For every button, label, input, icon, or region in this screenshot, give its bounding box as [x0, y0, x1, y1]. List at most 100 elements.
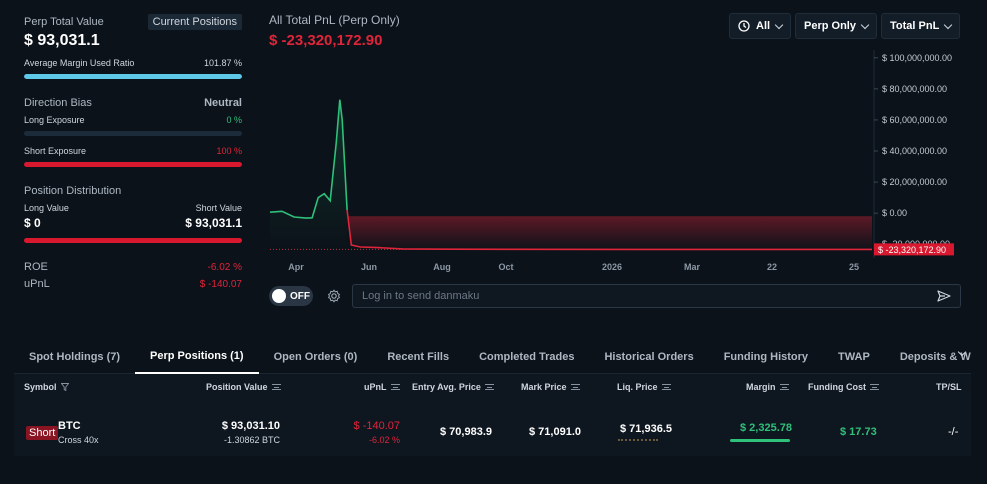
col-upnl-label: uPnL: [364, 382, 387, 392]
clock-icon: [738, 20, 750, 32]
side-badge: Short: [26, 426, 59, 440]
toggle-knob: [272, 289, 286, 303]
y-tick-label: $ 100,000,000.00: [882, 53, 952, 63]
col-mark-price[interactable]: Mark Price: [521, 382, 580, 392]
send-icon[interactable]: [937, 290, 951, 302]
x-tick-label: Jun: [361, 262, 377, 272]
chevron-down-icon: [860, 20, 870, 29]
y-tick-label: $ 40,000,000.00: [882, 146, 947, 156]
sort-icon[interactable]: [870, 384, 879, 390]
time-filter-dropdown[interactable]: All: [729, 13, 792, 39]
long-exposure-value: 0 %: [226, 115, 242, 125]
tab-deposits-withdraw[interactable]: Deposits & Withdraw: [899, 350, 971, 363]
row-position-size: -1.30862 BTC: [223, 435, 280, 445]
metric-filter-dropdown[interactable]: Total PnL: [881, 13, 961, 39]
current-value-tag: [874, 243, 954, 256]
position-distribution-label: Position Distribution: [24, 185, 122, 197]
col-entry-label: Entry Avg. Price: [412, 382, 481, 392]
x-tick-label: Apr: [288, 262, 304, 272]
pnl-line-negative: [346, 209, 872, 251]
sort-icon[interactable]: [271, 384, 281, 390]
direction-bias-label: Direction Bias: [24, 97, 92, 109]
col-margin-label: Margin: [746, 382, 776, 392]
toggle-label: OFF: [290, 290, 310, 302]
gear-icon[interactable]: [327, 289, 341, 303]
loss-area-fill: [347, 210, 873, 250]
tab-completed-trades[interactable]: Completed Trades: [479, 350, 575, 363]
roe-value: -6.02 %: [207, 261, 242, 273]
positions-table: Symbol Position Value uPnL Entry Avg. Pr…: [14, 374, 971, 456]
y-tick-label: $ 80,000,000.00: [882, 84, 947, 94]
col-funding-cost[interactable]: Funding Cost: [808, 382, 879, 392]
col-margin[interactable]: Margin: [746, 382, 789, 392]
chevron-down-icon: [944, 20, 953, 29]
col-liq-label: Liq. Price: [617, 382, 658, 392]
sort-icon[interactable]: [661, 384, 671, 390]
x-tick-label: Mar: [684, 262, 701, 272]
perp-total-value: $ 93,031.1: [24, 32, 100, 49]
danmaku-input[interactable]: [362, 290, 937, 302]
col-symbol-label: Symbol: [24, 382, 57, 392]
positions-tabs: Spot Holdings (7) Perp Positions (1) Ope…: [14, 340, 971, 374]
y-tick-label: $ 20,000,000.00: [882, 177, 947, 187]
long-value: $ 0: [24, 216, 41, 230]
col-tpsl: TP/SL: [936, 382, 962, 392]
tab-spot-holdings[interactable]: Spot Holdings (7): [29, 350, 121, 363]
tab-historical-orders[interactable]: Historical Orders: [604, 350, 694, 363]
sort-icon[interactable]: [484, 384, 494, 390]
long-exposure-label: Long Exposure: [24, 115, 85, 125]
x-tick-label: 2026: [602, 262, 622, 272]
chart-total-value: $ -23,320,172.90: [269, 32, 383, 49]
x-tick-label: 25: [849, 262, 859, 272]
long-exposure-bar: [24, 131, 242, 136]
x-tick-label: 22: [767, 262, 777, 272]
row-position-value: $ 93,031.10: [221, 420, 280, 432]
col-symbol[interactable]: Symbol: [24, 382, 69, 392]
row-mark-price: $ 71,091.0: [529, 426, 581, 438]
pnl-line-positive: [269, 99, 348, 219]
tab-funding-history[interactable]: Funding History: [723, 350, 809, 363]
col-entry-price[interactable]: Entry Avg. Price: [412, 382, 494, 392]
sort-icon[interactable]: [779, 384, 789, 390]
row-symbol[interactable]: BTC: [58, 420, 81, 432]
col-liq-price[interactable]: Liq. Price: [617, 382, 671, 392]
roe-label: ROE: [24, 261, 48, 273]
margin-ratio-label: Average Margin Used Ratio: [24, 58, 135, 68]
chevron-down-icon: [774, 20, 784, 29]
row-tpsl[interactable]: -/-: [948, 426, 959, 438]
row-upnl: $ -140.07: [353, 420, 400, 432]
position-distribution-bar: [24, 238, 242, 243]
time-filter-label: All: [756, 20, 771, 32]
tab-open-orders[interactable]: Open Orders (0): [273, 350, 358, 363]
danmaku-toggle[interactable]: OFF: [269, 286, 313, 306]
x-tick-label: Oct: [498, 262, 513, 272]
long-value-label: Long Value: [24, 203, 69, 213]
row-margin[interactable]: $ 2,325.78: [740, 422, 792, 434]
col-funding-label: Funding Cost: [808, 382, 866, 392]
funnel-icon[interactable]: [60, 383, 69, 391]
direction-bias-value: Neutral: [204, 97, 242, 109]
tab-twap[interactable]: TWAP: [838, 350, 870, 363]
danmaku-input-box: [352, 284, 961, 308]
sort-icon[interactable]: [390, 384, 400, 390]
row-upnl-pct: -6.02 %: [368, 435, 400, 445]
sort-icon[interactable]: [570, 384, 580, 390]
tab-perp-positions[interactable]: Perp Positions (1): [135, 340, 259, 374]
metric-filter-label: Total PnL: [890, 20, 940, 32]
scope-filter-dropdown[interactable]: Perp Only: [795, 13, 877, 39]
margin-ratio-bar: [24, 74, 242, 79]
short-value: $ 93,031.1: [185, 216, 242, 230]
y-tick-label: $ 60,000,000.00: [882, 115, 947, 125]
row-leverage: Cross 40x: [58, 435, 99, 445]
tab-recent-fills[interactable]: Recent Fills: [387, 350, 450, 363]
chart-title: All Total PnL (Perp Only): [269, 13, 400, 27]
margin-ratio-fill: [24, 74, 242, 79]
col-mark-label: Mark Price: [521, 382, 567, 392]
upnl-label: uPnL: [24, 278, 50, 290]
scope-filter-label: Perp Only: [804, 20, 856, 32]
short-exposure-bar: [24, 162, 242, 167]
col-upnl[interactable]: uPnL: [364, 382, 400, 392]
current-positions-button[interactable]: Current Positions: [147, 14, 242, 30]
upnl-value: $ -140.07: [199, 278, 242, 290]
col-position-value[interactable]: Position Value: [206, 382, 281, 392]
